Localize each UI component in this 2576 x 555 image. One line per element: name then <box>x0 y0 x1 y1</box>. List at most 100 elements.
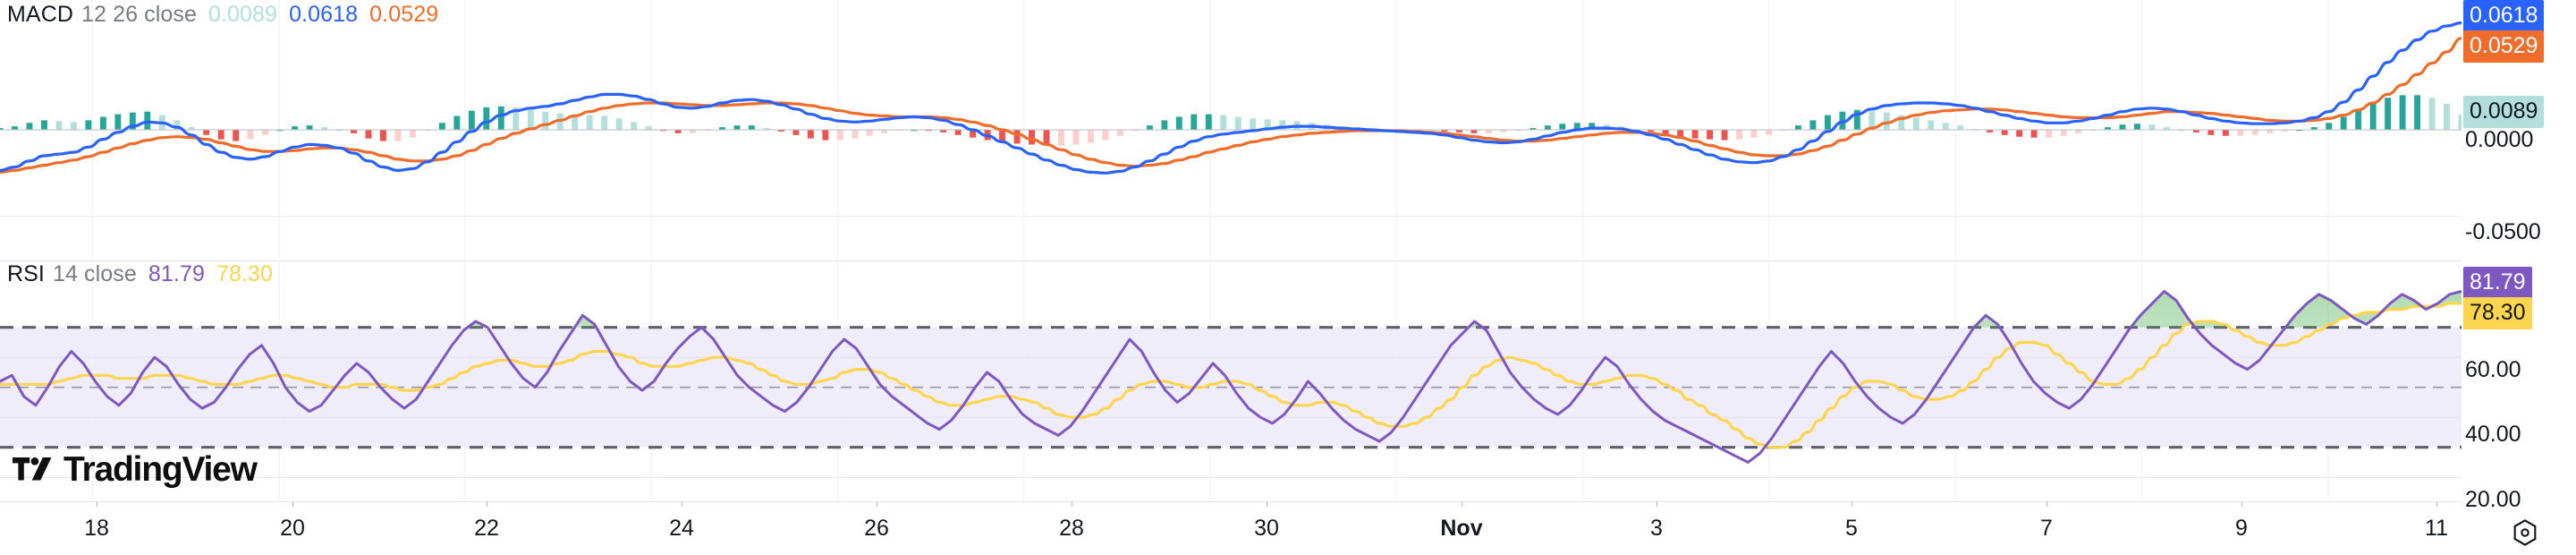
macd-histogram-bar <box>1058 130 1064 146</box>
rsi-pane[interactable] <box>0 261 2576 501</box>
macd-histogram-bar <box>1029 130 1035 145</box>
macd-histogram-bar <box>2046 130 2053 138</box>
macd-histogram-bar <box>0 128 4 130</box>
time-axis-tick: 28 <box>1059 516 1084 541</box>
macd-histogram-bar <box>1589 123 1596 130</box>
macd-histogram-bar <box>748 125 755 130</box>
macd-histogram-bar <box>2119 124 2126 130</box>
chart-settings-button[interactable] <box>2510 517 2540 548</box>
macd-histogram-bar <box>911 130 918 132</box>
rsi-band-fill <box>0 327 2462 448</box>
macd-histogram-bar <box>203 130 210 135</box>
rsi-legend[interactable]: RSI 14 close 81.79 78.30 <box>7 260 273 287</box>
time-axis-tick: 11 <box>2425 516 2448 541</box>
rsi-axis-label-40: 40.00 <box>2465 422 2521 447</box>
macd-histogram-bar <box>1912 117 1919 130</box>
macd-histogram-bar <box>1234 116 1241 130</box>
rsi-line <box>0 290 2462 464</box>
macd-histogram-bar <box>615 118 623 130</box>
macd-histogram-bar <box>351 130 357 133</box>
tradingview-watermark: TradingView <box>13 450 258 490</box>
macd-histogram-bar <box>690 130 696 133</box>
macd-histogram-bar <box>704 130 711 132</box>
macd-histogram-bar <box>1677 130 1684 137</box>
macd-histogram-bar <box>1736 130 1742 140</box>
macd-histogram-bar <box>2355 109 2362 130</box>
time-axis-tick: 5 <box>1845 516 1858 541</box>
macd-histogram-bar <box>2251 130 2258 135</box>
macd-histogram-bar <box>1102 130 1109 141</box>
macd-histogram-bar <box>1161 120 1168 130</box>
macd-histogram-bar <box>777 130 784 132</box>
macd-line <box>0 21 2462 175</box>
time-axis-tick: 30 <box>1254 516 1279 541</box>
macd-histogram-bar <box>1750 130 1758 138</box>
macd-histogram-bar <box>2001 130 2008 135</box>
macd-histogram-bar <box>292 126 299 130</box>
time-axis-tick: 20 <box>280 516 305 541</box>
macd-histogram-bar <box>409 130 416 138</box>
macd-histogram-bar <box>660 130 666 132</box>
macd-histogram-bar <box>2267 130 2274 133</box>
rsi-legend-ma-value: 78.30 <box>216 261 274 286</box>
time-axis-tick: 18 <box>84 516 109 541</box>
macd-histogram-bar <box>2192 130 2199 132</box>
rsi-plot-area[interactable] <box>0 261 2462 501</box>
macd-histogram-bar <box>1250 118 1257 130</box>
macd-histogram-bar <box>719 127 725 130</box>
macd-histogram-bar <box>999 130 1006 142</box>
macd-legend-signal-value: 0.0529 <box>369 2 439 27</box>
macd-histogram-bar <box>1131 130 1139 132</box>
macd-histogram-bar <box>99 116 106 130</box>
macd-histogram-bar <box>1824 115 1831 130</box>
macd-histogram-bar <box>513 107 520 130</box>
macd-histogram-bar <box>12 126 18 130</box>
macd-histogram-bar <box>321 127 327 130</box>
macd-legend-name: MACD <box>7 2 74 27</box>
macd-legend[interactable]: MACD 12 26 close 0.0089 0.0618 0.0529 <box>7 1 438 28</box>
price-axis[interactable]: 0.0618 0.0529 0.0089 0.0000 -0.0500 81.7… <box>2462 0 2576 555</box>
macd-histogram-bar <box>129 112 136 130</box>
macd-histogram-bar <box>1441 130 1448 132</box>
macd-histogram-bar <box>2458 114 2462 130</box>
macd-histogram-bar <box>836 130 843 141</box>
macd-histogram-bar <box>1780 130 1787 132</box>
chart-settings-icon <box>2513 519 2537 546</box>
macd-histogram-bar <box>1898 115 1905 130</box>
macd-histogram-bar <box>1883 112 1890 130</box>
macd-histogram-bar <box>866 130 873 136</box>
macd-histogram-bar <box>2237 130 2244 136</box>
time-axis-tick: 3 <box>1650 516 1663 541</box>
macd-histogram-bar <box>483 107 490 130</box>
macd-histogram-bar <box>1928 120 1935 130</box>
time-axis[interactable]: 18 20 22 24 26 28 30 Nov 3 5 7 9 11 <box>0 501 2576 555</box>
macd-histogram-bar <box>306 125 313 130</box>
time-axis-tick-mark <box>2241 501 2242 507</box>
pane-divider <box>0 260 2576 261</box>
macd-legend-macd-value: 0.0618 <box>289 2 359 27</box>
macd-histogram-bar <box>335 130 343 132</box>
macd-plot-area[interactable] <box>0 0 2462 260</box>
macd-histogram-bar <box>2075 130 2081 133</box>
macd-histogram-bar <box>2134 124 2140 130</box>
macd-histogram-bar <box>85 120 92 130</box>
macd-histogram-bar <box>601 115 608 130</box>
tradingview-logo-icon <box>13 457 52 481</box>
macd-histogram-bar <box>2222 130 2229 136</box>
macd-histogram-bar <box>1662 130 1669 134</box>
macd-histogram-bar <box>822 130 829 141</box>
macd-histogram-bar <box>1175 116 1182 130</box>
time-axis-tick-mark <box>2436 501 2437 507</box>
macd-pane[interactable] <box>0 0 2576 260</box>
macd-histogram-bar <box>2089 130 2097 132</box>
macd-histogram-bar <box>174 120 181 130</box>
macd-histogram-bar <box>763 128 770 130</box>
rsi-ma-value-badge: 78.30 <box>2463 297 2532 329</box>
time-axis-tick: 24 <box>669 516 694 541</box>
macd-histogram-bar <box>1795 125 1801 130</box>
macd-histogram-bar <box>895 130 902 132</box>
macd-histogram-bar <box>1868 110 1876 130</box>
macd-histogram-bar <box>2207 130 2215 135</box>
time-axis-tick: 9 <box>2235 516 2248 541</box>
macd-histogram-bar <box>468 110 475 130</box>
